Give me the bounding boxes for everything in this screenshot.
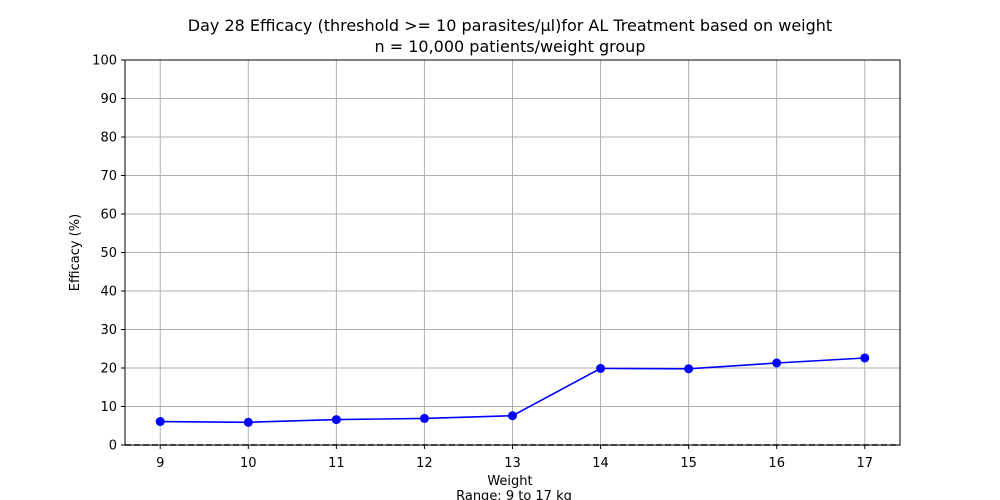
x-tick-label: 16: [768, 456, 785, 471]
chart-title: Day 28 Efficacy (threshold >= 10 parasit…: [188, 16, 832, 35]
series-layer: [155, 353, 870, 427]
data-point: [155, 417, 165, 427]
y-axis-label: Efficacy (%): [68, 214, 83, 291]
x-tick-label: 15: [680, 456, 697, 471]
x-axis-sublabel: Range: 9 to 17 kg: [456, 489, 572, 500]
x-tick-label: 12: [416, 456, 433, 471]
data-point: [860, 353, 870, 363]
x-tick-label: 10: [240, 456, 257, 471]
y-tick-label: 100: [92, 54, 117, 69]
x-tick-label: 11: [328, 456, 345, 471]
x-tick-label: 13: [504, 456, 521, 471]
data-point: [772, 358, 782, 368]
data-point: [419, 413, 429, 423]
data-point: [508, 411, 517, 421]
x-tick-label: 9: [156, 456, 164, 471]
data-point: [684, 364, 694, 374]
axis-ticks: 9 10 11 12 13 14 15 16 17 0 10 20 30 40 50 60 70 80 90 100: [92, 54, 873, 472]
y-tick-label: 30: [100, 323, 117, 338]
y-tick-label: 40: [100, 285, 117, 300]
x-tick-label: 14: [592, 456, 609, 471]
x-axis-label: Weight: [487, 474, 532, 489]
data-point: [596, 363, 606, 373]
y-tick-label: 20: [100, 362, 117, 377]
data-point: [243, 417, 253, 427]
y-tick-label: 80: [100, 131, 117, 146]
x-tick-label: 17: [856, 456, 873, 471]
grid: [125, 59, 900, 446]
y-tick-label: 60: [100, 208, 117, 223]
data-point: [331, 415, 341, 425]
y-tick-label: 10: [100, 400, 117, 415]
y-tick-label: 70: [100, 169, 117, 184]
y-tick-label: 90: [100, 92, 117, 107]
y-tick-label: 50: [100, 246, 117, 261]
plot-frame: [124, 59, 901, 446]
y-tick-label: 0: [109, 439, 117, 454]
chart-subtitle: n = 10,000 patients/weight group: [375, 37, 646, 56]
